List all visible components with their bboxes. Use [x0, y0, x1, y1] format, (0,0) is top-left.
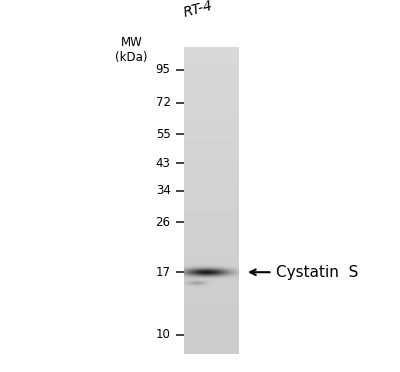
- Text: 95: 95: [156, 64, 171, 76]
- Text: 55: 55: [156, 128, 171, 141]
- Text: MW: MW: [120, 36, 142, 49]
- Text: RT-4: RT-4: [182, 0, 214, 20]
- Text: 72: 72: [156, 96, 171, 109]
- Text: Cystatin  S: Cystatin S: [276, 265, 359, 280]
- Text: 43: 43: [156, 157, 171, 170]
- Text: 26: 26: [156, 216, 171, 229]
- Text: (kDa): (kDa): [115, 51, 148, 64]
- Text: 17: 17: [156, 266, 171, 279]
- Text: 34: 34: [156, 184, 171, 197]
- Text: 10: 10: [156, 328, 171, 341]
